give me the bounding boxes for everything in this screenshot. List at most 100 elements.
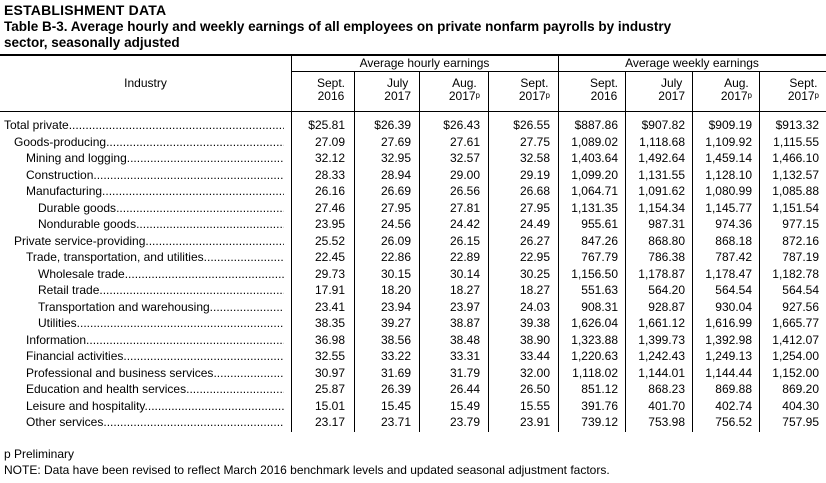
table-cell: 404.30: [782, 398, 819, 413]
table-cell: 1,144.01: [638, 365, 685, 380]
table-cell: 27.81: [449, 200, 480, 215]
industry-label: Leisure and hospitality.................…: [26, 398, 284, 413]
table-cell: 1,403.64: [571, 151, 618, 165]
table-cell: 39.38: [519, 316, 550, 330]
body-divider: [759, 112, 760, 432]
industry-label: Total private...........................…: [4, 118, 284, 132]
table-cell: 26.68: [519, 184, 550, 198]
table-row: Trade, transportation, and utilities....…: [0, 249, 826, 266]
table-cell: 1,492.64: [638, 151, 685, 165]
table-cell: $909.19: [708, 118, 752, 132]
table-cell: 868.80: [648, 233, 685, 248]
table-cell: 1,118.68: [639, 134, 685, 149]
body-divider: [558, 112, 559, 432]
table-cell: 757.95: [782, 415, 819, 429]
table-cell: 787.19: [782, 250, 819, 264]
table-cell: 1,118.02: [572, 365, 618, 380]
industry-label: Other services..........................…: [26, 415, 284, 429]
table-cell: 1,154.34: [638, 200, 685, 215]
table-cell: $26.39: [374, 118, 411, 132]
header-divider: [692, 72, 693, 111]
table-cell: 32.57: [449, 151, 480, 165]
table-cell: 31.69: [380, 365, 411, 380]
table-row: Financial activities....................…: [0, 348, 826, 365]
table-row: Mining and logging......................…: [0, 150, 826, 167]
table-cell: 31.79: [449, 365, 480, 380]
table-cell: 36.98: [314, 332, 345, 347]
table-title-line1: Table B-3. Average hourly and weekly ear…: [4, 19, 672, 34]
table-cell: 23.97: [449, 299, 480, 314]
table-cell: 28.33: [314, 167, 345, 182]
table-cell: 27.46: [314, 200, 345, 215]
table-cell: 32.58: [519, 151, 550, 165]
table-cell: 851.12: [581, 382, 618, 396]
table-cell: 1,412.07: [772, 332, 819, 347]
table-cell: 1,661.12: [638, 316, 685, 330]
table-cell: 564.54: [782, 283, 819, 297]
table-cell: $26.43: [443, 118, 480, 132]
body-divider: [692, 112, 693, 432]
table-row: Utilities...............................…: [0, 315, 826, 332]
group-header-hourly: Average hourly earnings: [359, 56, 490, 70]
group-header-weekly: Average weekly earnings: [625, 56, 759, 70]
table-cell: 1,085.88: [772, 184, 819, 198]
table-row: Education and health services...........…: [0, 381, 826, 398]
header-divider: [291, 55, 292, 111]
table-cell: 868.23: [648, 382, 685, 396]
table-cell: 22.45: [314, 250, 345, 264]
table-cell: 869.88: [715, 382, 752, 396]
table-cell: 908.31: [581, 299, 618, 314]
table-cell: 38.48: [449, 332, 480, 347]
table-cell: $887.86: [574, 118, 618, 132]
table-cell: 1,665.77: [772, 316, 819, 330]
table-cell: 847.26: [581, 233, 618, 248]
body-divider: [625, 112, 626, 432]
table-row: Information.............................…: [0, 332, 826, 349]
table-cell: 23.95: [314, 217, 345, 231]
table-cell: 30.97: [314, 365, 345, 380]
table-cell: 1,242.43: [638, 349, 685, 363]
industry-label: Manufacturing...........................…: [26, 184, 284, 198]
industry-label: Private service-providing...............…: [14, 233, 284, 248]
table-row: Private service-providing...............…: [0, 233, 826, 250]
header-divider: [354, 72, 355, 111]
table-cell: 27.09: [314, 134, 345, 149]
industry-label: Durable goods...........................…: [38, 200, 284, 215]
table-cell: 26.27: [519, 233, 550, 248]
table-cell: $26.55: [513, 118, 550, 132]
table-cell: 30.15: [380, 266, 411, 281]
table-cell: 1,144.44: [705, 365, 752, 380]
footnote-preliminary: p Preliminary: [4, 447, 75, 461]
table-cell: 38.56: [380, 332, 411, 347]
table-cell: 26.69: [380, 184, 411, 198]
table-row: Goods-producing.........................…: [0, 134, 826, 151]
table-cell: 32.00: [519, 365, 550, 380]
table-cell: 26.16: [314, 184, 345, 198]
header-divider: [488, 72, 489, 111]
table-row: Construction............................…: [0, 167, 826, 184]
table-cell: 1,151.54: [772, 200, 819, 215]
table-cell: 15.01: [314, 398, 345, 413]
table-cell: 24.56: [380, 217, 411, 231]
table-row: Other services..........................…: [0, 414, 826, 431]
table-cell: 26.39: [380, 382, 411, 396]
industry-label: Goods-producing.........................…: [14, 134, 284, 149]
table-cell: 1,156.50: [571, 266, 618, 281]
table-cell: 1,064.71: [571, 184, 618, 198]
body-divider: [354, 112, 355, 432]
table-cell: 1,254.00: [772, 349, 819, 363]
industry-label: Information.............................…: [26, 332, 284, 347]
header-divider: [625, 72, 626, 111]
table-cell: 753.98: [648, 415, 685, 429]
table-cell: 23.41: [314, 299, 345, 314]
table-cell: 1,099.20: [571, 167, 618, 182]
body-divider: [419, 112, 420, 432]
table-cell: 30.25: [519, 266, 550, 281]
table-cell: 24.49: [519, 217, 550, 231]
table-row: Professional and business services......…: [0, 365, 826, 382]
table-row: Transportation and warehousing..........…: [0, 299, 826, 316]
table-cell: 1,392.98: [705, 332, 752, 347]
table-cell: 17.91: [314, 283, 345, 297]
table-cell: 1,182.78: [772, 266, 819, 281]
table-cell: 18.20: [380, 283, 411, 297]
